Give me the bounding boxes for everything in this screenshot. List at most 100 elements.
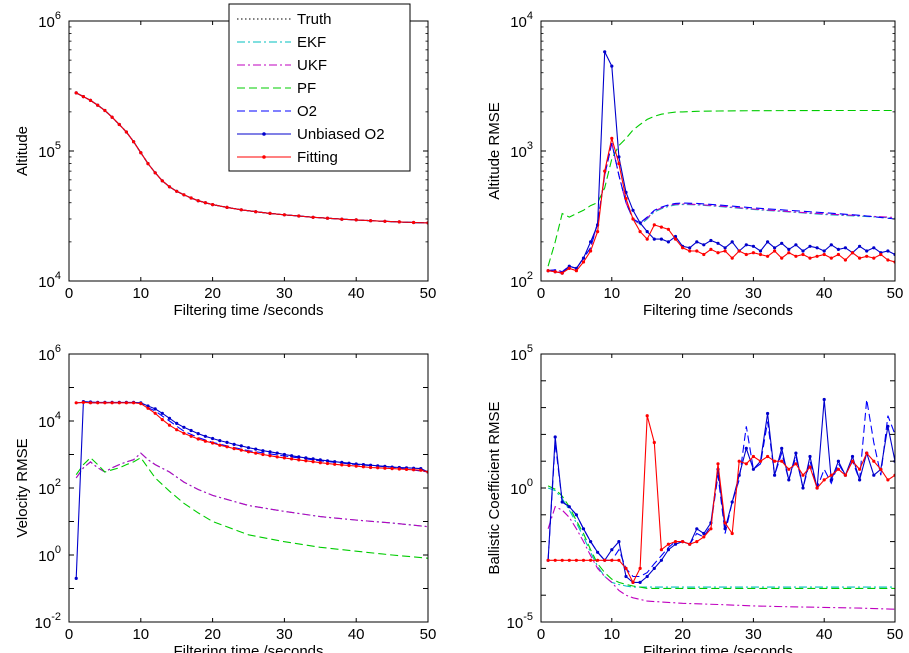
data-point: [218, 443, 222, 447]
data-point: [160, 411, 164, 415]
data-point: [347, 463, 351, 468]
data-point: [773, 473, 777, 477]
data-point: [787, 467, 791, 471]
data-point: [751, 467, 756, 471]
data-point: [574, 513, 579, 517]
data-point: [659, 558, 664, 562]
data-point: [836, 459, 841, 463]
data-point: [318, 461, 322, 465]
x-tick-label: 40: [348, 285, 365, 302]
data-point: [659, 237, 664, 241]
data-point: [333, 460, 337, 464]
data-point: [311, 457, 315, 461]
data-point: [110, 401, 114, 405]
data-point: [132, 401, 136, 405]
data-point: [780, 459, 784, 463]
data-point: [709, 238, 713, 243]
x-tick-label: 0: [65, 285, 73, 302]
data-point: [758, 249, 763, 253]
data-point: [730, 240, 734, 244]
data-point: [758, 252, 763, 257]
y-tick-label: 100: [510, 477, 533, 498]
data-point: [666, 227, 671, 231]
legend-label: UKF: [297, 57, 327, 74]
data-point: [610, 548, 614, 552]
data-point: [347, 461, 351, 465]
legend-label: O2: [297, 103, 317, 120]
data-point: [695, 240, 699, 244]
data-point: [751, 454, 756, 459]
data-point: [879, 252, 883, 257]
data-point: [652, 223, 656, 227]
data-point: [581, 260, 586, 264]
data-point: [203, 439, 207, 443]
data-point: [175, 428, 179, 432]
data-point: [124, 130, 128, 134]
data-point: [794, 451, 798, 455]
series-group: [74, 91, 428, 225]
data-point: [369, 465, 373, 470]
plot-area: [541, 354, 895, 622]
data-point: [737, 459, 741, 463]
data-point: [610, 64, 614, 68]
data-point: [716, 241, 720, 245]
data-point: [74, 576, 78, 581]
data-point: [239, 448, 243, 452]
data-point: [858, 256, 862, 260]
data-point: [872, 246, 876, 250]
data-point: [167, 185, 172, 189]
data-point: [369, 463, 373, 467]
data-point: [225, 440, 229, 444]
series-line-pf: [547, 485, 895, 589]
data-point: [560, 271, 564, 275]
data-point: [836, 252, 841, 257]
data-point: [822, 478, 826, 482]
data-point: [211, 436, 215, 441]
data-point: [780, 256, 784, 260]
chart-3: 0 10 20 30 40 50 10-2 100 102 104 106 Filtering tim…: [14, 343, 436, 653]
data-point: [638, 230, 642, 234]
data-point: [304, 459, 308, 463]
data-point: [858, 478, 862, 482]
y-axis-label: Ballistic Coefficient RMSE: [486, 401, 503, 574]
data-point: [96, 103, 100, 107]
data-point: [153, 171, 157, 175]
data-point: [617, 162, 621, 166]
data-point: [645, 230, 649, 234]
chart-4: 0 10 20 30 40 50 10-5 100 105 Filtering time /sec…: [486, 343, 903, 653]
data-point: [673, 542, 678, 546]
series-line-ekf: [547, 487, 895, 588]
data-point: [589, 558, 593, 562]
x-tick-label: 10: [132, 626, 149, 643]
legend-box: [228, 3, 411, 172]
data-point: [290, 457, 294, 461]
data-point: [808, 256, 812, 260]
data-point: [652, 440, 656, 445]
data-point: [610, 558, 614, 562]
data-point: [139, 402, 143, 406]
data-point: [581, 558, 586, 562]
data-point: [709, 527, 713, 531]
data-point: [419, 468, 423, 472]
data-point: [196, 437, 200, 441]
data-point: [773, 249, 777, 253]
data-point: [182, 425, 186, 429]
x-tick-label: 50: [420, 626, 437, 643]
x-tick-label: 0: [537, 285, 545, 302]
data-point: [304, 456, 308, 460]
data-point: [211, 203, 215, 207]
data-point: [858, 467, 862, 471]
x-tick-label: 40: [348, 626, 365, 643]
data-point: [268, 450, 272, 454]
data-point: [567, 505, 571, 509]
data-point: [766, 411, 770, 416]
x-axis-label: Filtering time /seconds: [173, 302, 323, 319]
y-tick-label: 104: [38, 410, 61, 431]
data-point: [673, 540, 678, 544]
data-point: [638, 566, 642, 571]
data-point: [744, 462, 748, 466]
data-point: [139, 151, 143, 155]
data-point: [383, 466, 387, 470]
data-point: [189, 428, 193, 433]
